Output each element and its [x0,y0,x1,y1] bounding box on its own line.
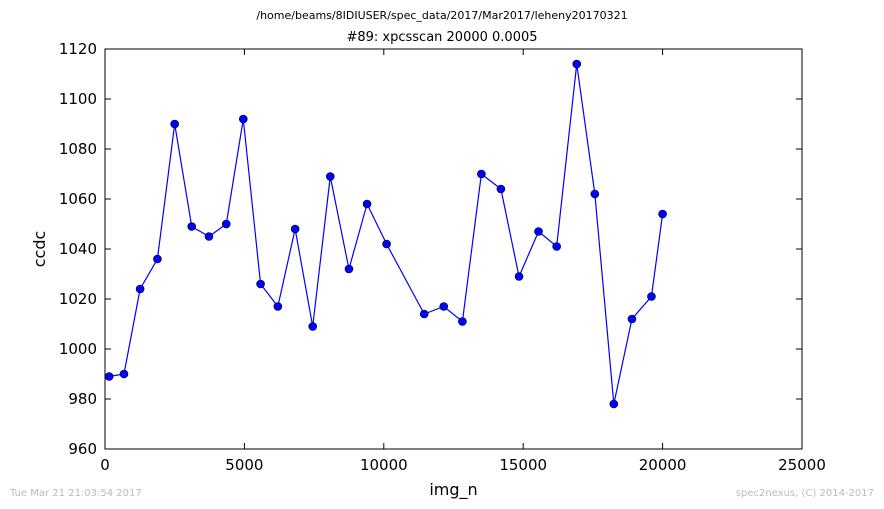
data-point [534,227,543,236]
x-tick-label: 15000 [499,456,547,474]
data-series [104,59,667,409]
y-tick-label: 1100 [59,90,97,108]
data-point [273,302,283,311]
plot-frame [104,48,803,450]
data-point [647,292,656,301]
axis-ticks [104,48,803,450]
data-point [590,189,600,199]
data-point [496,184,506,194]
data-point [308,322,318,331]
data-point [104,372,114,381]
data-point [256,279,265,289]
y-axis-label: ccdc [30,231,49,268]
y-tick-label: 980 [68,390,97,408]
timestamp-label: Tue Mar 21 21:03:54 2017 [10,488,142,499]
data-point [458,317,467,326]
credit-label: spec2nexus, (C) 2014-2017 [735,488,874,499]
x-tick-label: 5000 [225,456,263,474]
data-point [344,264,354,274]
figure-path-label: /home/beams/8IDIUSER/spec_data/2017/Mar2… [256,9,628,22]
data-point [204,232,214,241]
data-point [153,254,162,264]
x-axis-label: img_n [429,480,477,500]
data-point [119,369,129,379]
data-point [187,222,197,231]
data-point [514,272,524,281]
y-tick-label: 1040 [59,240,97,258]
y-tick-label: 960 [68,440,97,458]
x-tick-label: 20000 [639,456,687,474]
data-point [658,209,667,219]
data-point [419,309,429,319]
data-point [572,59,582,69]
data-point [170,119,179,129]
data-point [325,172,335,181]
data-point [609,399,619,409]
data-point [477,169,486,179]
data-point [382,239,391,249]
y-tick-label: 1120 [59,40,97,58]
data-point [439,302,449,311]
x-tick-label: 10000 [360,456,408,474]
data-point [627,314,637,324]
y-tick-label: 1020 [59,290,97,308]
x-tick-label: 25000 [778,456,826,474]
y-tick-label: 1000 [59,340,97,358]
data-point [135,284,145,294]
tick-labels: 0 5000 10000 15000 20000 25000 960 980 1000 1020 1… [59,40,826,474]
chart-title: #89: xpcsscan 20000 0.0005 [346,30,538,45]
data-point [552,242,561,251]
x-tick-label: 0 [100,456,110,474]
y-tick-label: 1080 [59,140,97,158]
data-point [238,114,248,124]
series-line [109,63,664,405]
data-point [290,224,300,234]
y-tick-label: 1060 [59,190,97,208]
data-point [362,199,372,209]
data-point [221,219,231,229]
